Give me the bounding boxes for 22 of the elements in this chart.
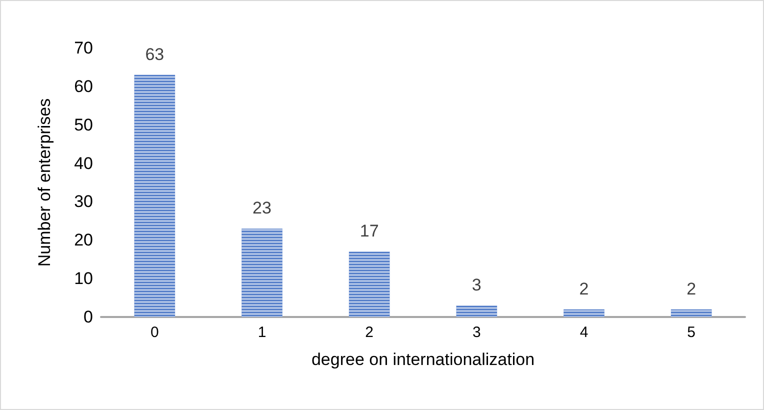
y-axis-title: Number of enterprises <box>35 98 54 267</box>
y-tick-label: 30 <box>74 192 93 212</box>
data-label: 2 <box>579 279 589 298</box>
y-tick-label: 0 <box>84 308 93 326</box>
x-tick-label: 5 <box>687 324 696 341</box>
y-tick-label: 70 <box>74 38 93 58</box>
data-label: 63 <box>145 44 164 64</box>
y-tick-label: 40 <box>74 154 93 173</box>
x-tick-label: 0 <box>150 324 159 341</box>
x-tick-label: 1 <box>258 324 266 341</box>
x-axis-title: degree on internationalization <box>311 350 535 369</box>
data-label: 3 <box>472 275 482 294</box>
data-label: 2 <box>686 279 696 298</box>
data-label: 17 <box>360 222 379 241</box>
y-tick-label: 20 <box>74 230 93 250</box>
y-tick-label: 50 <box>74 115 93 134</box>
y-tick-label: 60 <box>74 76 93 96</box>
y-tick-label: 10 <box>74 269 93 288</box>
x-tick-label: 3 <box>472 324 481 341</box>
x-tick-label: 4 <box>580 324 588 341</box>
data-label: 23 <box>252 198 272 218</box>
x-tick-label: 2 <box>365 324 374 341</box>
